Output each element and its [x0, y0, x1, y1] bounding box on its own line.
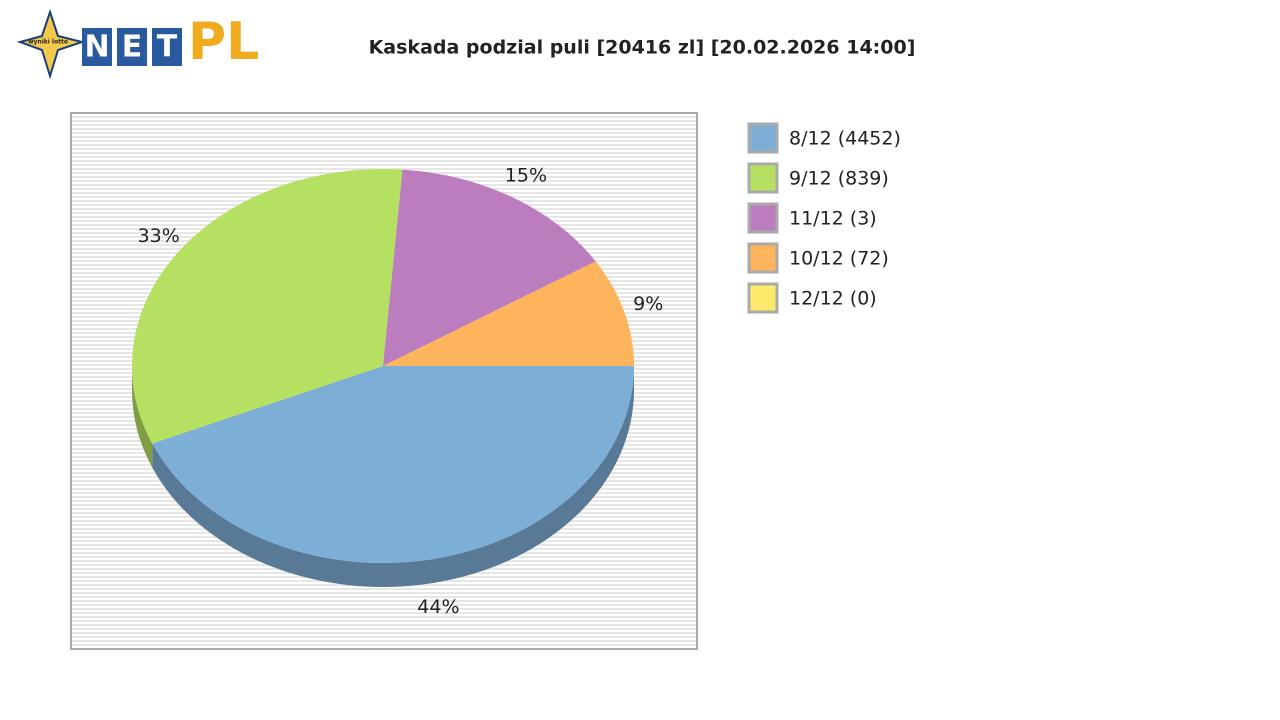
data-label: 44%: [417, 596, 459, 618]
legend-label: 10/12 (72): [789, 248, 889, 270]
logo: wyniki lotto N E T PL: [16, 8, 259, 80]
slice-side: [132, 366, 153, 468]
data-label: 9%: [633, 293, 663, 315]
logo-box: [152, 28, 182, 66]
slice: [383, 169, 596, 366]
logo-box: [117, 28, 147, 66]
legend-label: 8/12 (4452): [789, 128, 901, 150]
legend-label: 9/12 (839): [789, 168, 889, 190]
logo-pl: PL: [188, 12, 259, 72]
logo-letter: E: [122, 30, 143, 65]
chart-title: Kaskada podzial puli [20416 zl] [20.02.2…: [369, 37, 916, 59]
legend-swatch: [747, 282, 779, 314]
slice: [132, 168, 403, 444]
legend-label: 12/12 (0): [789, 288, 877, 310]
legend-swatch: [747, 122, 779, 154]
logo-letter: N: [84, 30, 109, 65]
legend-label: 11/12 (3): [789, 208, 877, 230]
logo-star-text: wyniki lotto: [28, 39, 68, 46]
logo-star: [16, 8, 86, 80]
legend-swatch: [747, 242, 779, 274]
slice: [152, 366, 635, 564]
logo-box: [82, 28, 112, 66]
data-label: 15%: [505, 165, 547, 187]
logo-letter: T: [157, 30, 178, 65]
slice: [383, 261, 634, 366]
legend-swatch: [747, 202, 779, 234]
legend-swatch: [747, 162, 779, 194]
data-label: 33%: [138, 225, 180, 247]
